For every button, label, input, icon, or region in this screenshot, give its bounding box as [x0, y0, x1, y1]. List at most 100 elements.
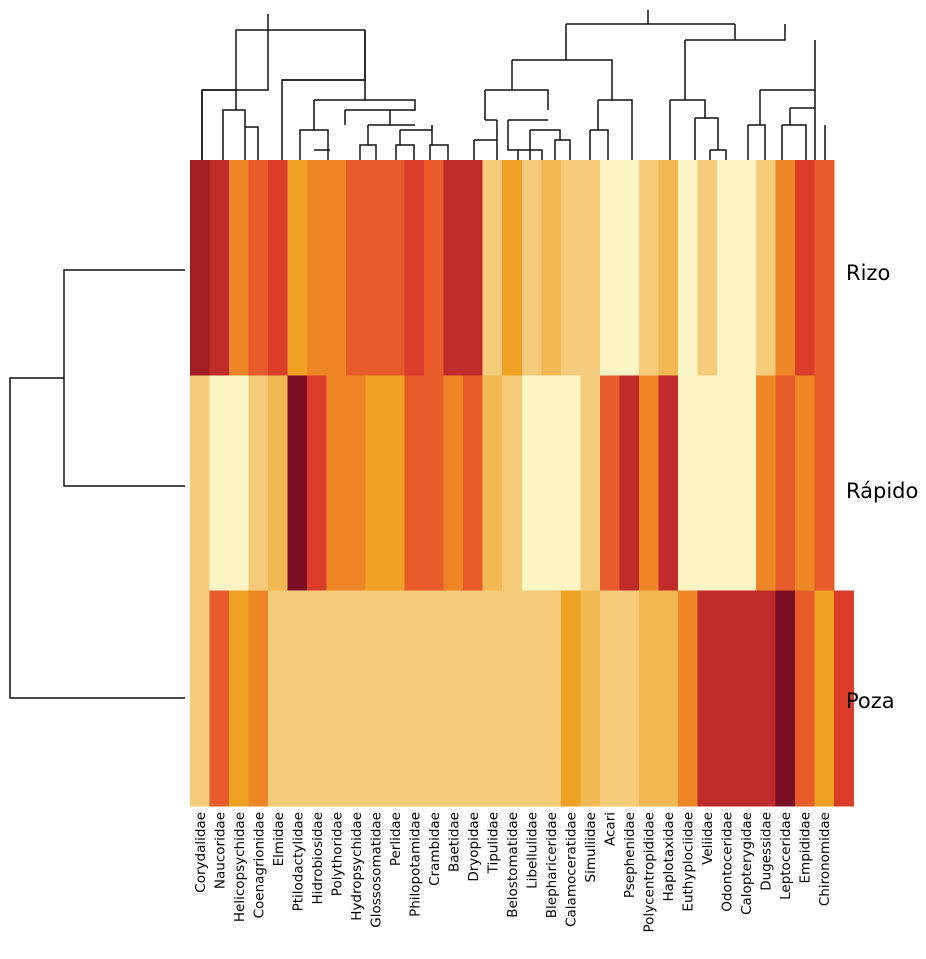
heatmap-cell [229, 590, 250, 807]
heatmap-cell [287, 375, 308, 592]
heatmap-cells [190, 160, 855, 807]
heatmap-cell [209, 160, 230, 376]
column-label: Hidrobiosidae [310, 812, 326, 905]
heatmap-cell [658, 375, 679, 592]
row-label: Rizo [846, 261, 890, 285]
heatmap-cell [599, 375, 620, 592]
heatmap-cell [716, 160, 757, 376]
heatmap-cell [580, 590, 601, 807]
heatmap-cell [755, 375, 777, 592]
heatmap-cell [248, 590, 269, 807]
column-label: Psephenidae [622, 812, 638, 898]
heatmap-cell [287, 160, 308, 376]
heatmap-cell [755, 160, 777, 376]
heatmap-cell [482, 375, 503, 592]
heatmap-cell [521, 375, 581, 592]
column-label: Corydalidae [193, 812, 209, 893]
heatmap-cell [248, 160, 269, 376]
heatmap-cell [190, 590, 211, 807]
column-label: Belostomatidae [505, 812, 521, 918]
heatmap-cell [443, 375, 464, 592]
heatmap-cell [658, 160, 679, 376]
heatmap-cell [209, 375, 230, 592]
column-label: Libellulidae [525, 812, 541, 889]
heatmap-cell [677, 375, 757, 592]
heatmap-cell [677, 160, 698, 376]
column-label: Odontoceridae [720, 812, 736, 912]
heatmap-cell [404, 160, 425, 376]
heatmap-cell [502, 160, 523, 376]
heatmap-cell [814, 375, 835, 592]
row-label: Poza [846, 689, 895, 713]
heatmap-cell [307, 375, 328, 592]
heatmap-cell [619, 160, 640, 376]
heatmap-cell [794, 590, 816, 807]
heatmap-cell [346, 160, 406, 376]
column-label: Glossosomatidae [368, 812, 384, 928]
heatmap-cell [560, 160, 601, 376]
heatmap-cell [638, 375, 659, 592]
column-label: Empididae [798, 812, 814, 883]
heatmap-cell [365, 375, 406, 592]
column-label: Haplotaxidae [661, 812, 677, 901]
column-label: Leptoceridae [778, 812, 794, 900]
heatmap-cell [307, 160, 347, 376]
column-label: Polythoridae [329, 812, 345, 896]
heatmap-cell [599, 160, 620, 376]
heatmap-cell [424, 160, 445, 376]
heatmap-cell [697, 590, 777, 807]
heatmap-cell [190, 160, 211, 376]
heatmap-cell [619, 375, 640, 592]
heatmap-cell [794, 160, 816, 376]
heatmap-cell [521, 160, 542, 376]
column-label: Naucoridae [212, 812, 228, 889]
column-label: Polycentropididae [642, 812, 658, 933]
row-dendrogram [9, 269, 185, 699]
heatmap-cell [268, 375, 289, 592]
column-label: Euthyplociidae [681, 812, 697, 912]
heatmap-cell [463, 375, 484, 592]
heatmap-cell [560, 590, 581, 807]
heatmap-cell [794, 375, 816, 592]
heatmap-cell [697, 160, 718, 376]
column-label: Calopterygidae [739, 812, 755, 915]
column-label: Ptilodactylidae [290, 812, 306, 911]
heatmap-cell [482, 160, 503, 376]
row-label: Rápido [846, 479, 918, 503]
heatmap-cell [404, 375, 445, 592]
heatmap-cell [814, 590, 835, 807]
column-label: Veliidae [700, 812, 716, 865]
column-label: Coenagrionidae [251, 812, 267, 918]
heatmap-cell [268, 590, 562, 807]
heatmap-cell [443, 160, 484, 376]
heatmap-cell [775, 160, 796, 376]
column-label: Elmidae [271, 812, 287, 866]
heatmap-cell [599, 590, 640, 807]
heatmap-cell [541, 160, 562, 376]
heatmap-cell [248, 375, 269, 592]
heatmap-cell [580, 375, 601, 592]
column-label: Philopotamidae [407, 812, 423, 917]
heatmap-cell [638, 590, 679, 807]
column-label: Perlidae [388, 812, 404, 866]
column-label: Tipulidae [485, 812, 501, 874]
heatmap-cell [638, 160, 659, 376]
row-labels: Rizo Rápido Poza [846, 261, 918, 713]
heatmap-cell [190, 375, 211, 592]
heatmap-cell [834, 590, 855, 807]
column-dendrogram [201, 10, 826, 160]
column-label: Chironomidae [817, 812, 833, 906]
heatmap-cell [814, 160, 835, 376]
column-label: Helicopsychidae [232, 812, 248, 922]
heatmap-cell [326, 375, 367, 592]
column-label: Dryopidae [466, 812, 482, 882]
column-label: Calamoceratidae [564, 812, 580, 927]
heatmap-cell [775, 375, 796, 592]
column-label: Simuliidae [583, 812, 599, 882]
heatmap-cell [268, 160, 289, 376]
column-label: Blephariceridae [544, 812, 560, 918]
column-label: Hydropsychidae [349, 812, 365, 921]
heatmap-cell [229, 160, 250, 376]
heatmap-cell [502, 375, 523, 592]
